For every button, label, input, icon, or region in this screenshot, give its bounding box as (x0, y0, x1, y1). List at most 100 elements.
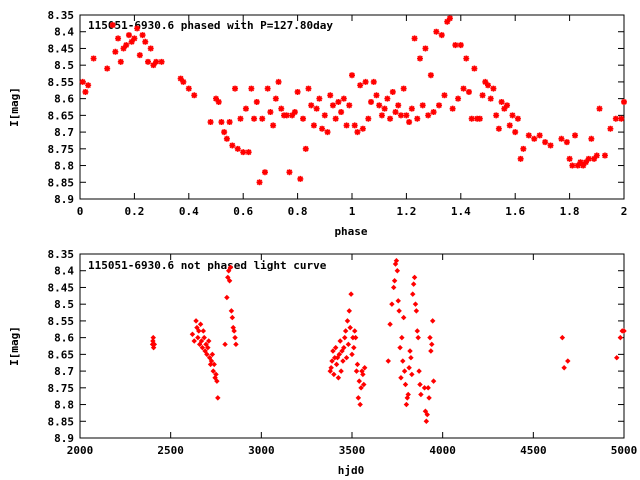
unphased-ytick-label: 8.65 (48, 348, 75, 361)
unphased-ytick-label: 8.75 (48, 382, 75, 395)
phased-data-point (117, 58, 124, 65)
unphased-data-point (203, 341, 209, 348)
phased-data-point (395, 102, 402, 109)
phased-data-point (547, 142, 554, 149)
phased-data-point (229, 142, 236, 149)
unphased-data-point (391, 278, 398, 284)
phased-plot-title: 115051-6930.6 phased with P=127.80day (88, 19, 333, 32)
phased-data-point (433, 28, 440, 35)
phased-data-point (109, 22, 116, 29)
phased-data-point (115, 35, 122, 42)
unphased-data-point (204, 351, 210, 358)
phased-data-point (582, 159, 589, 166)
unphased-data-point (208, 358, 215, 364)
phased-data-point (400, 85, 407, 92)
phased-data-point (90, 55, 97, 62)
phased-data-point (294, 88, 301, 95)
phased-data-point (104, 65, 111, 72)
unphased-data-point (394, 268, 401, 274)
phased-plot-ticks: 8.35 8.4 8.45 8.5 8.55 8.6 8.65 8.7 8.75 8.8 8.85 8… (48, 9, 628, 218)
phased-data-point (601, 152, 608, 159)
phased-data-point (191, 92, 198, 99)
unphased-data-point (210, 368, 217, 374)
phased-data-point (242, 105, 249, 112)
unphased-plot-points (149, 257, 627, 424)
unphased-plot-title: 115051-6930.6 not phased light curve (88, 259, 327, 272)
phased-ytick-label: 8.7 (54, 126, 74, 139)
phased-data-point (136, 52, 143, 59)
unphased-data-point (429, 318, 436, 324)
unphased-data-point (340, 358, 346, 364)
phased-data-point (85, 82, 92, 89)
unphased-data-point (338, 368, 344, 374)
phased-data-point (302, 145, 309, 152)
phased-data-point (506, 122, 513, 129)
phased-data-point (349, 72, 355, 79)
unphased-data-point (425, 385, 431, 391)
phased-data-point (591, 155, 598, 162)
unphased-plot-frame (79, 253, 625, 439)
unphased-data-point (346, 308, 353, 314)
phased-data-point (232, 85, 239, 92)
phased-data-point (264, 85, 271, 92)
unphased-data-point (226, 278, 233, 284)
unphased-data-point (232, 334, 238, 341)
unphased-data-point (331, 371, 337, 378)
phased-data-point (213, 95, 219, 102)
unphased-data-point (392, 261, 399, 267)
unphased-data-point (357, 401, 363, 408)
phased-data-point (131, 35, 138, 42)
unphased-data-point (614, 354, 620, 361)
phased-xtick-label: 0.4 (179, 205, 199, 218)
unphased-data-point (409, 371, 415, 378)
phased-data-point (612, 115, 619, 122)
unphased-data-point (410, 291, 416, 297)
phased-plot-xlabel: phase (334, 225, 367, 238)
phased-data-point (373, 92, 380, 99)
unphased-ytick-label: 8.8 (54, 399, 74, 412)
unphased-data-point (351, 328, 358, 334)
phased-data-point (455, 95, 462, 102)
unphased-data-point (405, 391, 411, 398)
unphased-data-point (423, 418, 430, 424)
phased-data-point (419, 102, 426, 109)
phased-data-point (574, 162, 581, 169)
unphased-data-point (387, 321, 393, 327)
phased-data-point (485, 82, 491, 89)
phased-data-point (392, 109, 399, 116)
phased-data-point (324, 129, 331, 136)
unphased-data-point (200, 328, 207, 334)
unphased-data-point (415, 334, 421, 341)
phased-data-point (308, 102, 315, 109)
unphased-data-point (339, 348, 345, 354)
phased-data-point (346, 102, 353, 109)
phased-data-point (430, 109, 437, 116)
phased-data-point (425, 112, 432, 119)
unphased-xtick-label: 2000 (67, 444, 94, 457)
unphased-data-point (411, 274, 418, 281)
unphased-data-point (334, 354, 341, 361)
phased-data-point (370, 78, 377, 85)
phased-data-point (403, 112, 410, 119)
unphased-data-point (197, 321, 204, 327)
phased-data-point (332, 115, 339, 122)
phased-data-point (495, 125, 502, 132)
phased-data-point (563, 139, 570, 146)
phased-data-point (536, 132, 543, 139)
phased-data-point (335, 98, 342, 105)
phased-data-point (531, 135, 538, 142)
phased-ytick-label: 8.6 (54, 93, 74, 106)
unphased-data-point (355, 395, 362, 401)
phased-data-point (517, 155, 524, 162)
unphased-data-point (151, 341, 158, 348)
unphased-data-point (360, 371, 366, 378)
unphased-data-point (416, 368, 422, 374)
unphased-data-point (199, 344, 206, 351)
phased-data-point (457, 42, 464, 49)
phased-data-point (248, 85, 255, 92)
phased-data-point (82, 88, 89, 95)
unphased-data-point (430, 378, 437, 384)
unphased-xtick-label: 3000 (248, 444, 275, 457)
unphased-data-point (225, 274, 231, 281)
unphased-data-point (428, 348, 434, 354)
